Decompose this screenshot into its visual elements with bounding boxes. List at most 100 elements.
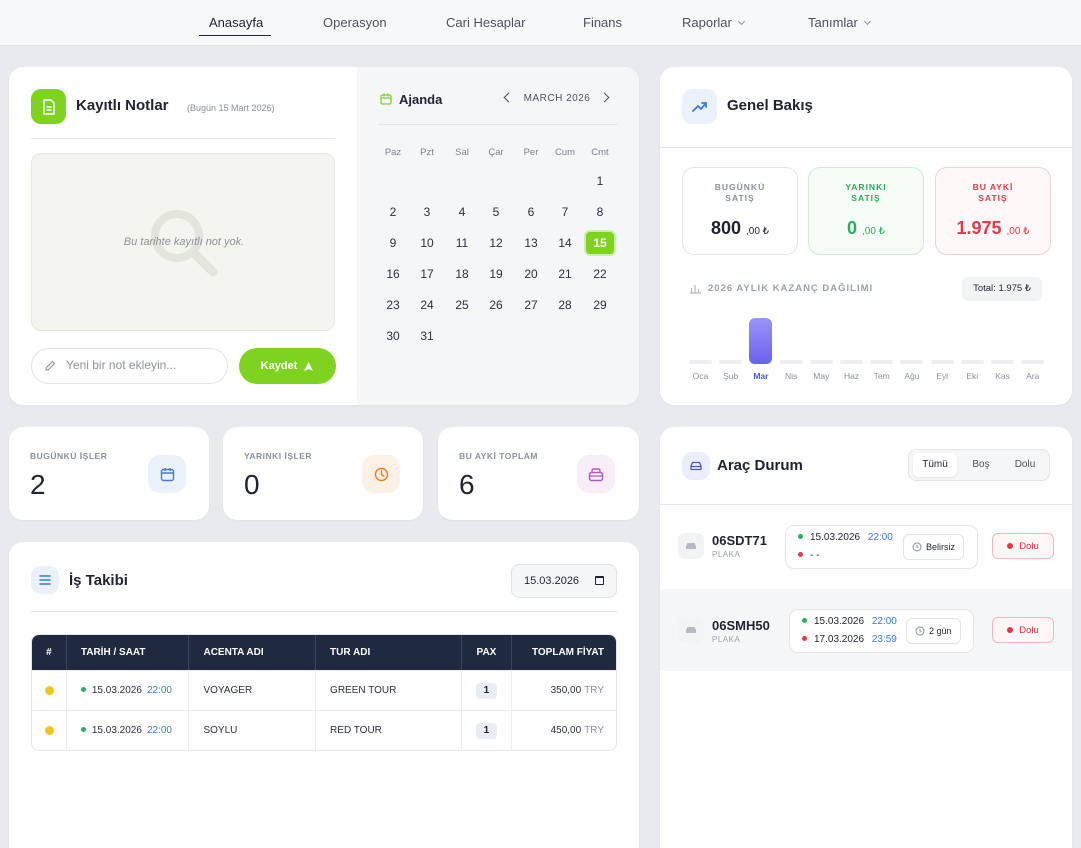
new-note-field[interactable]: [31, 348, 228, 384]
calendar-day[interactable]: 13: [524, 236, 538, 250]
status-badge[interactable]: Dolu: [992, 533, 1054, 559]
bar-chart-icon: [690, 285, 701, 294]
counter-label: BU AYKİ TOPLAM: [459, 451, 538, 461]
nav-raporlar[interactable]: Raporlar: [682, 0, 745, 46]
agency-cell: SOYLU: [189, 711, 317, 750]
status-dot: [80, 727, 86, 732]
chart-month-label: Ağu: [904, 371, 920, 381]
vehicle-row[interactable]: 06SMH50 PLAKA 15.03.2026 22:00 17.03.202…: [660, 589, 1072, 671]
table-row[interactable]: 15.03.2026 22:00 VOYAGER GREEN TOUR 1 350…: [32, 670, 616, 710]
agenda-panel: Ajanda MARCH 2026 Paz Pzt Sal Çar Per Cum Cmt …: [357, 67, 639, 405]
send-icon: [304, 361, 314, 371]
nav-finans[interactable]: Finans: [583, 0, 622, 46]
chart-bar[interactable]: [749, 318, 773, 364]
overview-card: Genel Bakış BUGÜNKÜ SATIŞ 800 ,00 ₺ YARIN…: [660, 67, 1072, 405]
column-header[interactable]: PAX: [462, 635, 513, 670]
car-icon: [678, 617, 704, 643]
date-filter-input[interactable]: 15.03.2026: [511, 564, 617, 598]
chart-bar-track: [870, 360, 894, 364]
calendar-day[interactable]: 16: [386, 267, 400, 281]
table-header: # TARİH / SAAT ACENTA ADI TUR ADI PAX TO…: [32, 635, 616, 670]
chart-bar-track: [960, 360, 984, 364]
plate-label: PLAKA: [712, 635, 741, 644]
calendar-day[interactable]: 22: [593, 267, 607, 281]
weekday-label: Cmt: [591, 147, 609, 158]
nav-anasayfa[interactable]: Anasayfa: [209, 0, 263, 46]
new-note-input[interactable]: [66, 358, 216, 372]
chart-month-label: Kas: [995, 371, 1010, 381]
calendar-day[interactable]: 25: [455, 298, 469, 312]
calendar-day[interactable]: 24: [420, 298, 434, 312]
clock-icon: [912, 542, 922, 552]
chart-month-label: Ara: [1026, 371, 1040, 381]
schedule-box: 15.03.2026 22:00 - - Belirsiz: [785, 525, 978, 569]
calendar-day-selected[interactable]: 15: [584, 230, 616, 256]
status-badge[interactable]: Dolu: [992, 617, 1054, 643]
calendar-day[interactable]: 27: [524, 298, 538, 312]
calendar-day[interactable]: 3: [423, 205, 431, 219]
job-tracking-card: İş Takibi 15.03.2026 # TARİH / SAAT ACEN…: [9, 542, 639, 848]
calendar-day[interactable]: 14: [558, 236, 572, 250]
nav-tanimlar[interactable]: Tanımlar: [808, 0, 871, 46]
calendar-day[interactable]: 6: [527, 205, 535, 219]
status-dot: [45, 686, 54, 695]
table-row[interactable]: 15.03.2026 22:00 SOYLU RED TOUR 1 450,00 T…: [32, 710, 616, 750]
calendar-day[interactable]: 17: [420, 267, 434, 281]
month-label: MARCH 2026: [523, 93, 591, 104]
calendar-day[interactable]: 30: [386, 329, 400, 343]
search-icon: [151, 210, 218, 277]
calendar-day[interactable]: 9: [389, 236, 397, 250]
filter-full[interactable]: Dolu: [1014, 459, 1036, 470]
calendar-day[interactable]: 19: [489, 267, 503, 281]
box-icon: [577, 455, 615, 493]
nav-operasyon[interactable]: Operasyon: [323, 0, 387, 46]
divider: [660, 504, 1072, 505]
column-header[interactable]: TOPLAM FİYAT: [531, 647, 605, 658]
calendar-day[interactable]: 7: [561, 205, 569, 219]
start-line: 15.03.2026 22:00: [798, 532, 893, 543]
calendar-day[interactable]: 23: [386, 298, 400, 312]
column-header[interactable]: #: [32, 635, 67, 670]
calendar-day[interactable]: 8: [596, 205, 604, 219]
calendar-day[interactable]: 1: [596, 174, 604, 188]
chart-bar-track: [689, 360, 712, 364]
weekday-label: Per: [523, 147, 539, 158]
end-line: 17.03.2026 23:59: [802, 634, 897, 645]
calendar-day[interactable]: 12: [489, 236, 503, 250]
duration-badge: Belirsiz: [903, 534, 965, 560]
calendar-day[interactable]: 11: [455, 236, 469, 250]
calendar-day[interactable]: 31: [420, 329, 434, 343]
calendar-day[interactable]: 5: [492, 205, 500, 219]
notes-title: Kayıtlı Notlar: [76, 97, 169, 114]
chart-month-label: Eki: [966, 371, 979, 381]
row-status-cell: [32, 671, 67, 710]
calendar-day[interactable]: 20: [524, 267, 538, 281]
stat-month-sales: BU AYKİ SATIŞ 1.975 ,00 ₺: [935, 167, 1051, 255]
calendar-day[interactable]: 4: [458, 205, 466, 219]
calendar-day[interactable]: 18: [455, 267, 469, 281]
filter-all[interactable]: Tümü: [913, 453, 957, 477]
vehicle-row[interactable]: 06SDT71 PLAKA 15.03.2026 22:00 - - Belir…: [660, 505, 1072, 587]
chevron-down-icon: [863, 17, 871, 26]
nav-cari-hesaplar[interactable]: Cari Hesaplar: [446, 0, 525, 46]
status-dot: [80, 687, 86, 692]
column-header[interactable]: TARİH / SAAT: [67, 635, 190, 670]
filter-empty[interactable]: Boş: [972, 459, 990, 470]
divider: [31, 611, 617, 612]
column-header[interactable]: ACENTA ADI: [189, 635, 317, 670]
chart-title: 2026 AYLIK KAZANÇ DAĞILIMI: [708, 283, 874, 294]
save-note-button[interactable]: Kaydet: [239, 348, 336, 384]
status-dot: [1007, 627, 1014, 633]
calendar-icon: [148, 455, 186, 493]
column-header[interactable]: TUR ADI: [316, 635, 462, 670]
calendar-day[interactable]: 10: [420, 236, 434, 250]
calendar-day[interactable]: 28: [558, 298, 572, 312]
chart-month-label: Şub: [723, 371, 739, 381]
calendar-icon[interactable]: [595, 576, 604, 585]
calendar-day[interactable]: 29: [593, 298, 607, 312]
calendar-day[interactable]: 26: [489, 298, 503, 312]
calendar-day[interactable]: 2: [389, 205, 397, 219]
vehicle-filter: Tümü Boş Dolu: [908, 449, 1050, 481]
calendar-day[interactable]: 21: [558, 267, 572, 281]
nav-label: Operasyon: [323, 15, 387, 30]
